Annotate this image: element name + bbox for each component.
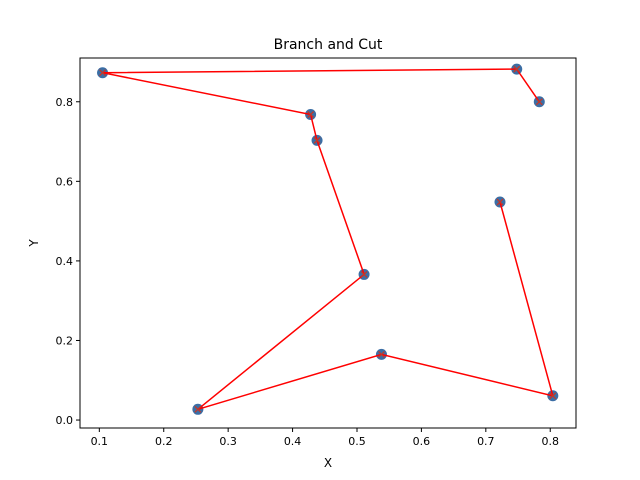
y-axis-label: Y bbox=[27, 239, 41, 248]
route-marker bbox=[313, 136, 321, 144]
route-marker bbox=[194, 405, 202, 413]
x-tick-label: 0.3 bbox=[219, 435, 237, 448]
chart-title: Branch and Cut bbox=[274, 37, 383, 53]
plot-area bbox=[97, 63, 559, 415]
y-tick-label: 0.6 bbox=[56, 175, 74, 188]
x-tick-label: 0.1 bbox=[91, 435, 109, 448]
axes-frame bbox=[79, 57, 577, 429]
y-tick-label: 0.0 bbox=[56, 414, 74, 427]
route-marker bbox=[513, 65, 521, 73]
x-axis-label: X bbox=[324, 456, 332, 470]
y-tick-label: 0.2 bbox=[56, 334, 74, 347]
route-marker bbox=[99, 69, 107, 77]
y-tick-label: 0.8 bbox=[56, 96, 74, 109]
route-marker bbox=[496, 198, 504, 206]
x-tick-label: 0.6 bbox=[413, 435, 431, 448]
route-line bbox=[102, 68, 554, 411]
route-marker bbox=[360, 270, 368, 278]
route-marker bbox=[535, 98, 543, 106]
x-axis: 0.1 0.2 0.3 0.4 0.5 0.6 0.7 0.8 bbox=[91, 428, 559, 448]
route-marker bbox=[307, 111, 315, 118]
x-tick-label: 0.5 bbox=[348, 435, 366, 448]
x-tick-label: 0.4 bbox=[284, 435, 302, 448]
x-tick-label: 0.7 bbox=[477, 435, 495, 448]
route-marker bbox=[378, 350, 385, 358]
route-marker bbox=[549, 392, 557, 400]
y-tick-label: 0.4 bbox=[56, 255, 74, 268]
x-tick-label: 0.2 bbox=[155, 435, 173, 448]
y-axis: 0.0 0.2 0.4 0.6 0.8 bbox=[56, 96, 80, 427]
x-tick-label: 0.8 bbox=[541, 435, 559, 448]
